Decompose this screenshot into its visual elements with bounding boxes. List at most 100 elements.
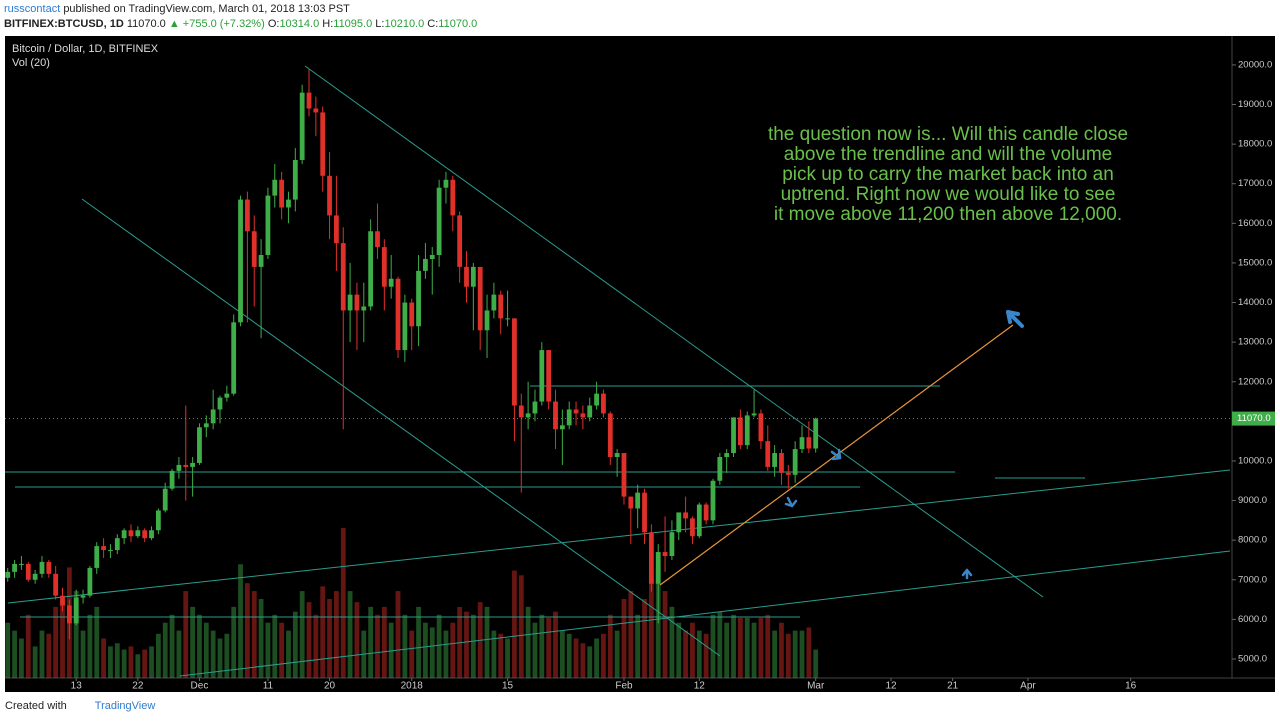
volume-bar xyxy=(265,622,271,678)
volume-bar xyxy=(292,611,298,678)
candle-body xyxy=(724,453,730,458)
candle-body xyxy=(155,510,161,531)
h-value: 11095.0 xyxy=(333,18,373,30)
candle-body xyxy=(313,108,319,113)
candle-body xyxy=(512,318,517,406)
volume-bar xyxy=(690,622,695,678)
volume-bar xyxy=(696,630,702,678)
candle-body xyxy=(149,530,154,539)
candle-body xyxy=(813,418,819,449)
volume-bar xyxy=(724,622,730,678)
candle-body xyxy=(73,597,79,624)
volume-bar xyxy=(19,638,24,678)
x-tick-label: Apr xyxy=(1020,681,1036,692)
volume-bar xyxy=(607,614,613,678)
candle-body xyxy=(416,270,421,327)
volume-bar xyxy=(744,617,750,678)
candle-body xyxy=(491,294,497,311)
candle-body xyxy=(423,258,428,271)
volume-bar xyxy=(217,638,223,678)
candle-body xyxy=(758,413,764,442)
volume-bar xyxy=(710,614,716,678)
volume-bar xyxy=(566,633,572,678)
volume-bar xyxy=(244,583,250,678)
volume-bar xyxy=(772,630,778,678)
y-tick-label: 8000.0 xyxy=(1238,535,1267,546)
o-label: O: xyxy=(267,18,280,30)
volume-bar xyxy=(491,630,497,678)
candle-body xyxy=(272,179,278,196)
volume-bar xyxy=(429,627,435,678)
volume-bar xyxy=(25,614,31,678)
volume-bar xyxy=(327,599,332,678)
volume-bar xyxy=(498,633,504,678)
candle-body xyxy=(25,563,31,580)
x-tick-label: 12 xyxy=(885,681,897,692)
volume-bar xyxy=(60,599,65,678)
volume-bar xyxy=(443,630,449,678)
volume-bar xyxy=(176,630,182,678)
candle-body xyxy=(642,492,647,533)
candle-body xyxy=(162,488,168,511)
volume-bar xyxy=(32,646,38,678)
l-label: L: xyxy=(375,18,385,30)
candle-body xyxy=(299,92,305,160)
candle-body xyxy=(279,179,285,208)
candle-body xyxy=(388,278,394,287)
volume-bar xyxy=(197,614,202,678)
footer: Created with TradingView xyxy=(5,700,155,712)
volume-bar xyxy=(368,606,374,678)
volume-bar xyxy=(505,638,510,678)
candle-body xyxy=(368,231,374,307)
candle-body xyxy=(210,409,216,424)
volume-bar xyxy=(799,630,805,678)
candle-body xyxy=(190,462,196,467)
brand[interactable]: TradingView xyxy=(94,700,156,712)
volume-bar xyxy=(12,630,17,678)
candle-body xyxy=(457,215,463,267)
volume-bar xyxy=(614,630,620,678)
candle-body xyxy=(505,318,510,320)
candle-body xyxy=(183,464,189,467)
candle-body xyxy=(607,413,613,458)
candle-body xyxy=(244,199,250,232)
x-tick-label: 16 xyxy=(1125,681,1137,692)
volume-bar xyxy=(313,614,319,678)
overlay-drawings xyxy=(659,310,1024,586)
candle-body xyxy=(66,605,72,624)
y-tick-label: 17000.0 xyxy=(1238,178,1272,189)
trendline xyxy=(179,550,1231,677)
symbol: BITFINEX:BTCUSD, 1D xyxy=(4,18,124,30)
candle-body xyxy=(354,294,360,311)
volume-bar xyxy=(470,614,476,678)
candle-body xyxy=(203,423,209,428)
candle-body xyxy=(258,255,264,267)
volume-bar xyxy=(751,622,757,678)
change: ▲ +755.0 (+7.32%) xyxy=(168,18,265,30)
volume-bar xyxy=(334,591,339,678)
x-tick-label: 13 xyxy=(71,681,83,692)
candle-body xyxy=(361,306,367,311)
volume-bar xyxy=(518,575,524,678)
candle-body xyxy=(347,294,353,311)
y-tick-label: 20000.0 xyxy=(1238,59,1272,70)
volume-bar xyxy=(299,591,305,678)
author[interactable]: russcontact xyxy=(4,3,61,15)
candle-body xyxy=(518,405,524,418)
candle-body xyxy=(197,427,202,463)
volume-bar xyxy=(703,633,709,678)
x-tick-label: Dec xyxy=(191,681,209,692)
candle-body xyxy=(265,195,271,256)
candle-body xyxy=(772,453,778,467)
volume-bar xyxy=(559,630,565,678)
y-tick-label: 14000.0 xyxy=(1238,297,1272,308)
candle-body xyxy=(717,457,723,481)
candle-body xyxy=(334,215,339,244)
candle-body xyxy=(443,179,449,188)
candle-body xyxy=(12,563,17,572)
candle-body xyxy=(19,563,24,565)
c-label: C: xyxy=(427,18,439,30)
candle-body xyxy=(87,567,93,596)
volume-bar xyxy=(785,633,791,678)
